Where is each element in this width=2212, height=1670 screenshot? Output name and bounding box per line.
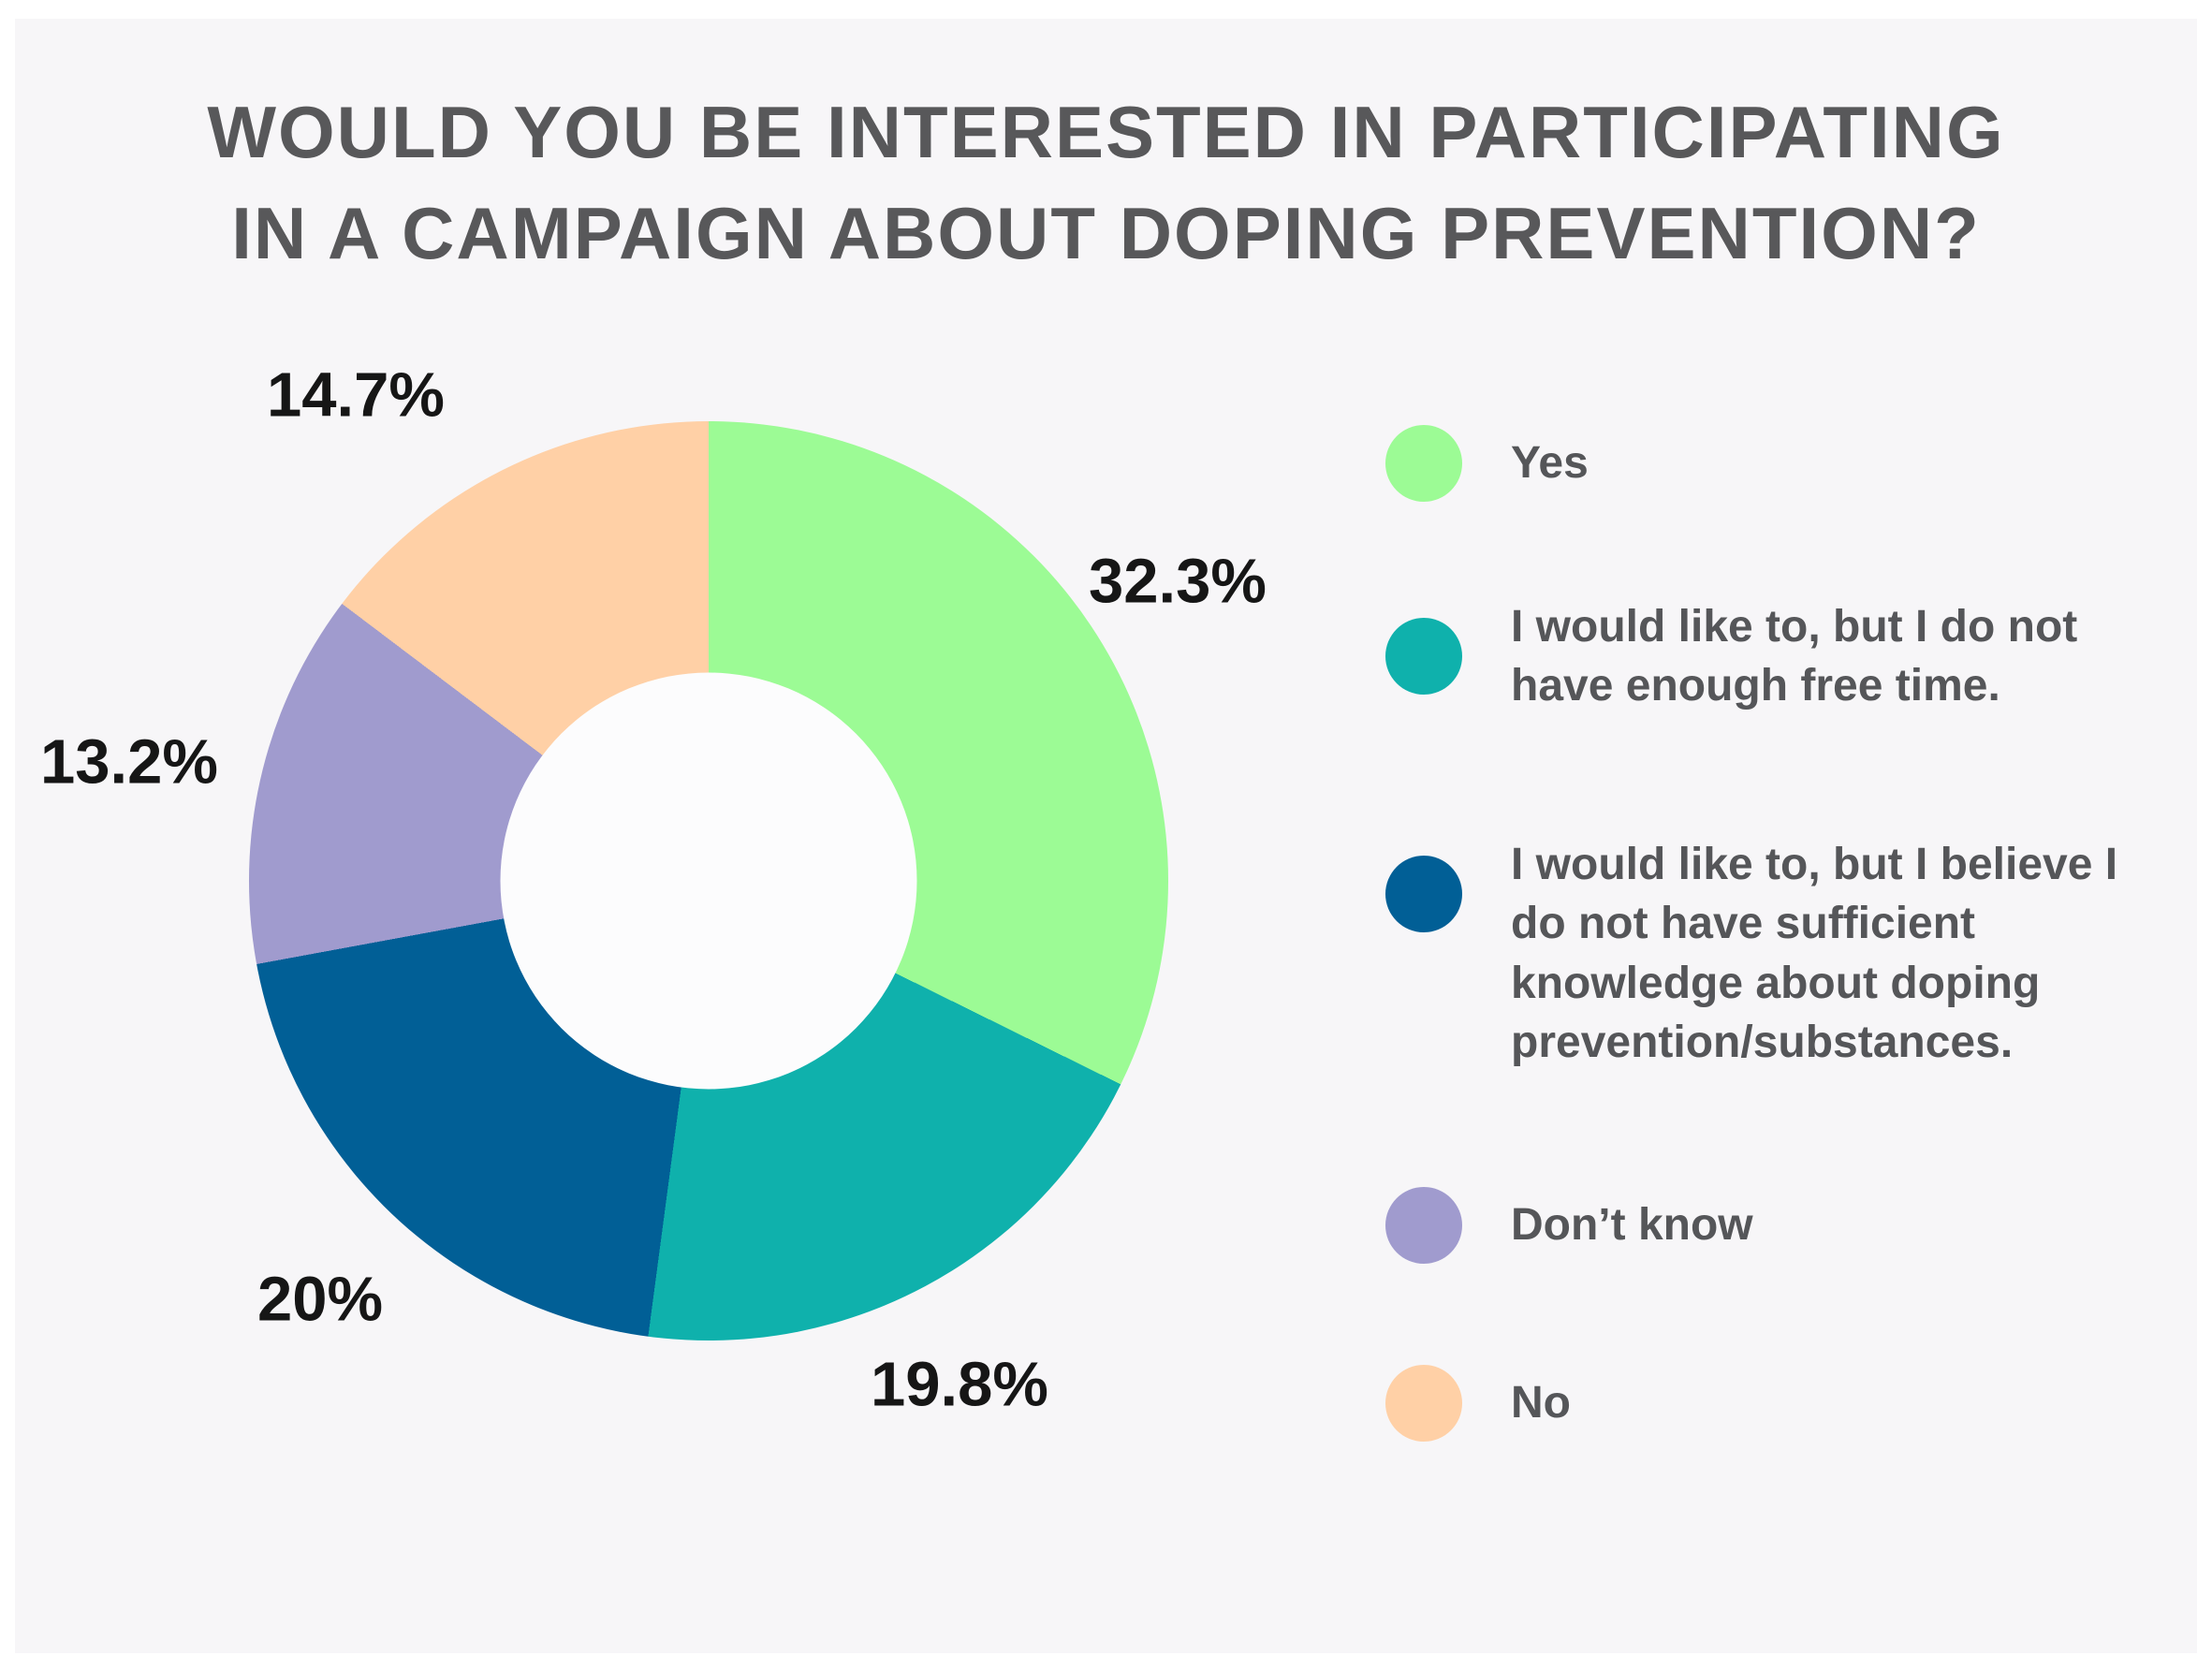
slice-value-label-no-free-time: 19.8% (871, 1349, 1048, 1420)
legend-dot-insufficient-knowledge-icon (1385, 856, 1462, 932)
legend-item-no-free-time: I would like to, but I do not have enoug… (1385, 597, 2166, 716)
donut-chart (249, 421, 1168, 1340)
slice-value-label-dont-know: 13.2% (40, 726, 218, 798)
legend-dot-dont-know-icon (1385, 1187, 1462, 1264)
legend-dot-yes-icon (1385, 425, 1462, 502)
legend-label-no-free-time: I would like to, but I do not have enoug… (1511, 602, 2078, 711)
legend-item-yes: Yes (1385, 425, 2166, 502)
slice-value-label-yes: 32.3% (1089, 546, 1267, 617)
chart-area: 32.3% 19.8% 20% 13.2% 14.7% Yes I would … (15, 19, 2197, 1653)
slice-value-label-no: 14.7% (267, 359, 445, 431)
legend-label-no: No (1511, 1378, 1571, 1428)
chart-title: WOULD YOU BE INTERESTED IN PARTICIPATING… (207, 91, 2005, 274)
slice-value-label-insufficient-knowledge: 20% (256, 1264, 384, 1335)
legend-dot-no-free-time-icon (1385, 618, 1462, 696)
legend-item-dont-know: Don’t know (1385, 1187, 2166, 1264)
legend-label-yes: Yes (1511, 438, 1589, 489)
chart-panel: WOULD YOU BE INTERESTED IN PARTICIPATING… (15, 19, 2197, 1653)
legend-item-no: No (1385, 1365, 2166, 1442)
legend-dot-no-icon (1385, 1365, 1462, 1442)
legend-item-insufficient-knowledge: I would like to, but I believe I do not … (1385, 835, 2166, 1072)
legend-label-dont-know: Don’t know (1511, 1200, 1753, 1251)
legend-label-insufficient-knowledge: I would like to, but I believe I do not … (1511, 840, 2118, 1068)
